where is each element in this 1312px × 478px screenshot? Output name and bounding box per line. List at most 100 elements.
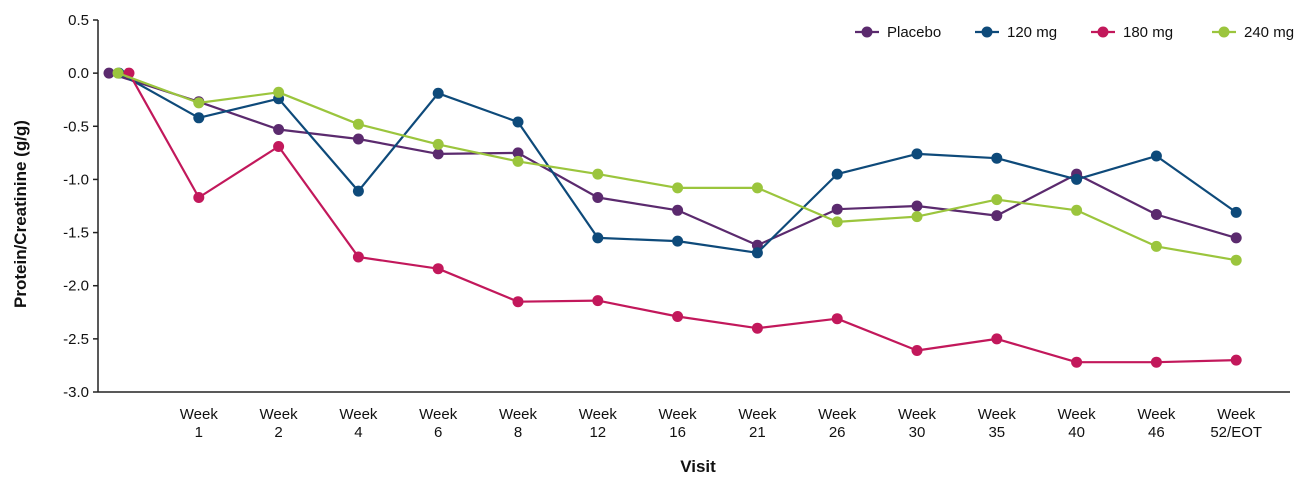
data-point: [991, 333, 1003, 345]
data-point: [1150, 240, 1162, 252]
data-point: [273, 141, 285, 152]
data-point: [831, 313, 843, 325]
data-point: [672, 235, 684, 247]
series-line: [117, 72, 1237, 262]
x-tick-label: Week 46: [1137, 406, 1176, 441]
data-point: [831, 203, 843, 215]
legend-swatch-marker: [1097, 26, 1109, 38]
x-tick-label: Week 8: [499, 406, 538, 441]
data-point: [592, 232, 604, 244]
y-tick-label: -2.0: [63, 278, 89, 295]
data-series: [103, 67, 1242, 368]
data-point: [911, 148, 923, 160]
y-tick-label: 0.0: [68, 65, 89, 82]
data-point: [352, 133, 364, 145]
data-point: [991, 194, 1003, 206]
y-tick-label: -0.5: [63, 118, 89, 135]
y-tick-label: -2.5: [63, 331, 89, 348]
y-tick-label: -1.5: [63, 225, 89, 242]
data-point: [1230, 354, 1242, 366]
x-tick-label: Week 4: [339, 406, 378, 441]
legend-label: 240 mg: [1244, 24, 1294, 41]
data-point: [831, 168, 843, 180]
legend-swatch-marker: [981, 26, 993, 38]
data-point: [592, 295, 604, 307]
x-tick-label: Week 16: [659, 406, 698, 441]
x-tick-label: Week 26: [818, 406, 857, 441]
data-point: [103, 67, 115, 79]
data-point: [1230, 232, 1242, 244]
x-axis: Week 1 Week 2 Week 4 Week 6 Week 8 Week 12 Week 16 Wee…: [98, 391, 1290, 441]
data-point: [112, 67, 124, 79]
data-point: [432, 87, 444, 99]
legend-item: Placebo: [855, 24, 941, 41]
data-point: [193, 192, 205, 203]
data-point: [193, 97, 205, 109]
data-point: [751, 182, 763, 194]
data-point: [512, 116, 524, 128]
data-point: [911, 345, 923, 356]
legend-item: 180 mg: [1091, 24, 1173, 41]
data-point: [432, 263, 444, 275]
x-tick-label: Week 1: [180, 406, 219, 441]
data-point: [512, 147, 524, 159]
legend-label: 180 mg: [1123, 24, 1173, 41]
data-point: [831, 216, 843, 228]
x-tick-label: Week 12: [579, 406, 618, 441]
data-point: [1150, 356, 1162, 368]
data-point: [672, 182, 684, 194]
data-point: [1071, 173, 1083, 185]
x-tick-label: Week 21: [738, 406, 777, 441]
data-point: [592, 192, 604, 203]
x-tick-label: Week 30: [898, 406, 937, 441]
data-point: [1071, 204, 1083, 216]
legend-item: 240 mg: [1212, 24, 1294, 41]
x-tick-label: Week 35: [978, 406, 1017, 441]
data-point: [352, 185, 364, 197]
y-tick-label: -3.0: [63, 384, 89, 401]
data-point: [991, 152, 1003, 164]
data-point: [273, 86, 285, 98]
x-tick-label: Week 2: [260, 406, 299, 441]
x-axis-title: Visit: [680, 457, 716, 476]
data-point: [991, 210, 1003, 222]
data-point: [273, 124, 285, 135]
data-point: [1150, 150, 1162, 162]
data-point: [592, 168, 604, 180]
legend-swatch-marker: [1218, 26, 1230, 38]
data-point: [512, 155, 524, 167]
y-axis-title: Protein/Creatinine (g/g): [11, 120, 30, 308]
data-point: [432, 138, 444, 150]
data-point: [193, 112, 205, 124]
y-tick-label: -1.0: [63, 171, 89, 188]
series-120-mg: [113, 67, 1242, 259]
legend-label: 120 mg: [1007, 24, 1057, 41]
legend-label: Placebo: [887, 24, 941, 41]
data-point: [432, 148, 444, 160]
data-point: [751, 322, 763, 334]
data-point: [1230, 206, 1242, 218]
data-point: [352, 251, 364, 263]
legend: Placebo 120 mg 180 mg 240 mg: [855, 24, 1294, 41]
series-240-mg: [112, 67, 1242, 266]
data-point: [1150, 209, 1162, 220]
x-tick-label: Week 52/EOT: [1210, 406, 1262, 441]
data-point: [672, 311, 684, 322]
legend-swatch-marker: [861, 26, 873, 38]
series-180-mg: [123, 67, 1242, 368]
y-tick-label: 0.5: [68, 12, 89, 29]
legend-item: 120 mg: [975, 24, 1057, 41]
data-point: [352, 118, 364, 130]
data-point: [512, 296, 524, 308]
x-tick-label: Week 6: [419, 406, 458, 441]
data-point: [911, 200, 923, 212]
data-point: [1071, 356, 1083, 368]
x-tick-label: Week 40: [1058, 406, 1097, 441]
data-point: [672, 204, 684, 216]
data-point: [751, 247, 763, 259]
data-point: [1230, 254, 1242, 266]
y-axis: 0.5 0.0 -0.5 -1.0 -1.5 -2.0 -2.5 -3.0: [63, 12, 99, 401]
series-line: [118, 72, 1237, 254]
data-point: [911, 211, 923, 223]
